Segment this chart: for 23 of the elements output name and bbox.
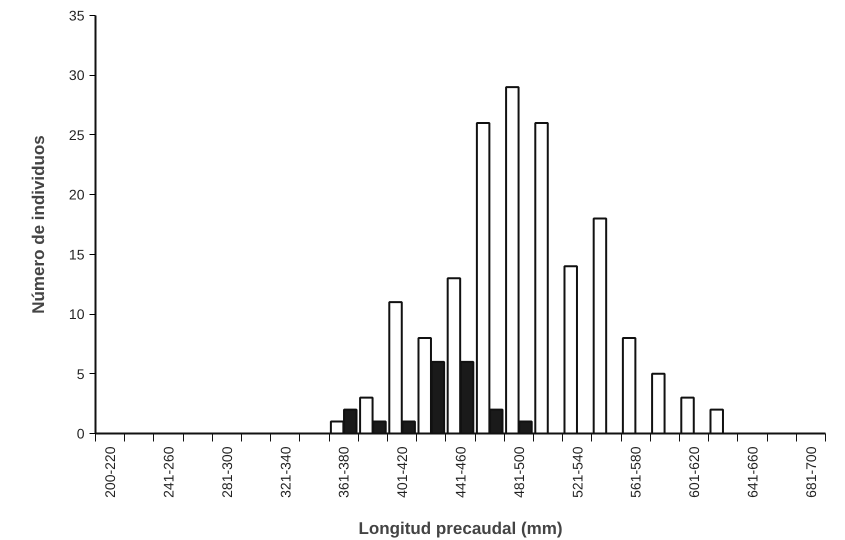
x-tick-label: 441-460 xyxy=(452,446,468,498)
x-axis-title: Longitud precaudal (mm) xyxy=(358,518,562,538)
x-tick-label: 561-580 xyxy=(628,446,644,498)
x-tick-label: 601-620 xyxy=(686,446,702,498)
y-tick-label: 5 xyxy=(76,366,85,382)
x-tick-label: 401-420 xyxy=(394,446,410,498)
x-tick-label: 481-500 xyxy=(510,446,527,498)
y-tick-label: 10 xyxy=(68,306,85,322)
x-tick-label: 521-540 xyxy=(569,446,586,498)
x-tick-label: 641-660 xyxy=(744,446,760,498)
y-tick-label: 35 xyxy=(68,8,85,24)
y-axis-title: Número de individuos xyxy=(28,135,48,314)
x-tick-label: 681-700 xyxy=(802,446,819,498)
y-tick-label: 15 xyxy=(68,246,85,262)
x-tick-label: 321-340 xyxy=(277,446,294,498)
y-tick-label: 20 xyxy=(68,186,85,203)
x-tick-label: 281-300 xyxy=(218,446,235,498)
x-tick-label: 241-260 xyxy=(160,446,176,498)
x-tick-label: 200-220 xyxy=(102,446,118,498)
x-tick-label: 361-380 xyxy=(336,446,352,498)
y-tick-label: 25 xyxy=(68,126,85,143)
y-tick-label: 30 xyxy=(68,67,85,84)
y-tick-label: 0 xyxy=(76,426,85,442)
